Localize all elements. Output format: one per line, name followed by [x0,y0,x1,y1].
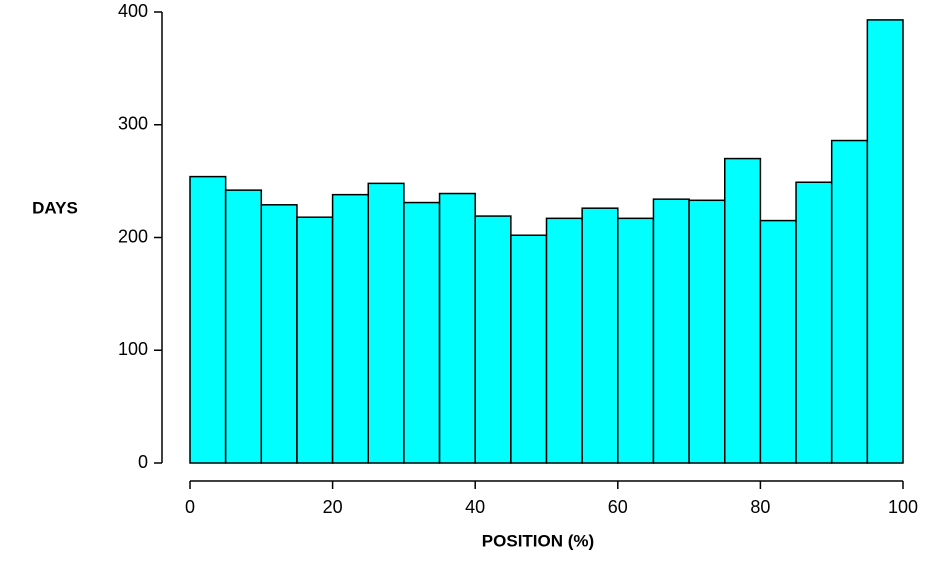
bar [724,157,762,464]
bar [510,234,548,464]
bar [617,217,655,464]
x-tick-label: 40 [465,497,485,517]
bar [581,207,619,464]
y-tick-label: 300 [118,114,148,134]
bar [260,204,298,464]
bar [474,215,512,464]
y-tick-label: 400 [118,1,148,21]
bar [795,181,833,464]
bar [331,193,370,464]
x-axis-label: POSITION (%) [482,531,594,550]
x-tick-label: 80 [750,497,770,517]
x-tick-label: 60 [608,497,628,517]
bar [830,139,869,464]
bar [688,199,726,464]
bar [759,219,797,464]
x-tick-label: 20 [323,497,343,517]
bar [224,189,263,464]
bar [296,216,334,464]
bar [866,19,904,464]
bar [189,175,227,464]
bar [545,217,583,464]
y-tick-label: 200 [118,226,148,246]
x-tick-label: 0 [185,497,195,517]
y-tick-label: 0 [138,452,148,472]
bar [438,192,476,464]
bar [403,201,441,464]
y-tick-label: 100 [118,339,148,359]
x-tick-label: 100 [888,497,918,517]
bar [652,198,690,464]
bar [367,182,405,464]
y-axis-label: DAYS [32,198,78,217]
